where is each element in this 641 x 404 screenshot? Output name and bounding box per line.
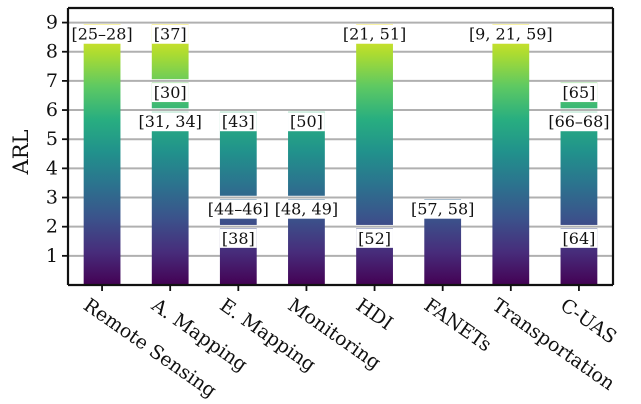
segment-label-13: [9, 21, 59]	[466, 24, 555, 44]
segment-label-bg	[356, 228, 393, 248]
segment-label-text: [64]	[563, 229, 596, 248]
segment-label-2: [31, 34]	[136, 112, 204, 132]
segment-label-12: [57, 58]	[409, 199, 477, 219]
segment-label-bg	[288, 112, 325, 132]
segment-label-bg	[205, 199, 271, 219]
segment-label-8: [48, 49]	[272, 199, 341, 219]
y-axis-label: ARL	[9, 129, 33, 175]
x-tick-label-5: HDI	[352, 294, 397, 335]
segment-label-7: [43]	[219, 112, 257, 132]
y-tick-label-9: 9	[46, 12, 58, 34]
segment-label-bg	[136, 112, 204, 132]
segment-label-bg	[466, 24, 555, 44]
segment-label-text: [21, 51]	[343, 25, 406, 44]
segment-label-text: [65]	[563, 83, 596, 102]
segment-label-bg	[340, 24, 409, 44]
y-tick-label-8: 8	[46, 41, 58, 63]
segment-label-text: [57, 58]	[411, 200, 474, 219]
segment-label-text: [48, 49]	[275, 200, 338, 219]
segment-label-14: [64]	[560, 228, 598, 248]
segment-label-bg	[560, 83, 598, 103]
segment-label-text: [38]	[222, 229, 255, 248]
segment-label-bg	[560, 228, 598, 248]
segment-label-bg	[219, 112, 257, 132]
segment-label-15: [66–68]	[546, 112, 612, 132]
segment-label-text: [50]	[290, 112, 323, 131]
segment-label-text: [25–28]	[71, 25, 132, 44]
bars	[83, 24, 598, 285]
y-tick-label-3: 3	[46, 187, 58, 209]
segment-label-text: [44–46]	[208, 200, 269, 219]
segment-label-10: [52]	[356, 228, 393, 248]
segment-label-6: [44–46]	[205, 199, 271, 219]
segment-label-bg	[151, 83, 189, 103]
bar-segment-13	[492, 24, 530, 285]
segment-label-9: [50]	[288, 112, 325, 132]
y-tick-label-2: 2	[46, 216, 58, 238]
segment-label-16: [65]	[560, 83, 598, 103]
segment-label-text: [9, 21, 59]	[469, 25, 553, 44]
segment-label-bg	[219, 228, 257, 248]
segment-label-bg	[272, 199, 341, 219]
segment-label-bg	[151, 24, 189, 44]
gridlines	[68, 21, 613, 257]
y-tick-label-4: 4	[46, 157, 58, 179]
y-tick-label-6: 6	[46, 99, 58, 121]
bar-segment-2	[151, 111, 189, 285]
segment-label-4: [37]	[151, 24, 189, 44]
y-tick-label-1: 1	[46, 245, 58, 267]
y-tick-label-7: 7	[46, 70, 58, 92]
segment-label-text: [43]	[222, 112, 255, 131]
bar-segment-11	[356, 24, 393, 225]
segment-label-text: [52]	[358, 229, 391, 248]
reference-labels: [25–28] [31, 34] [30] [37] [38] [44–46] [43] [4…	[69, 24, 612, 248]
segment-label-3: [30]	[151, 83, 189, 103]
segment-label-1: [25–28]	[69, 24, 135, 44]
segment-label-text: [37]	[154, 25, 187, 44]
x-tick-label-7: Transportation	[488, 294, 619, 395]
segment-label-11: [21, 51]	[340, 24, 409, 44]
bar-segment-1	[83, 24, 121, 285]
segment-label-text: [66–68]	[548, 112, 609, 131]
segment-label-bg	[69, 24, 135, 44]
segment-label-5: [38]	[219, 228, 257, 248]
y-tick-label-5: 5	[46, 128, 58, 150]
segment-label-text: [30]	[154, 83, 187, 102]
segment-label-text: [31, 34]	[139, 112, 202, 131]
segment-label-bg	[409, 199, 477, 219]
segment-label-bg	[546, 112, 612, 132]
x-tick-label-6: FANETs	[420, 294, 496, 356]
